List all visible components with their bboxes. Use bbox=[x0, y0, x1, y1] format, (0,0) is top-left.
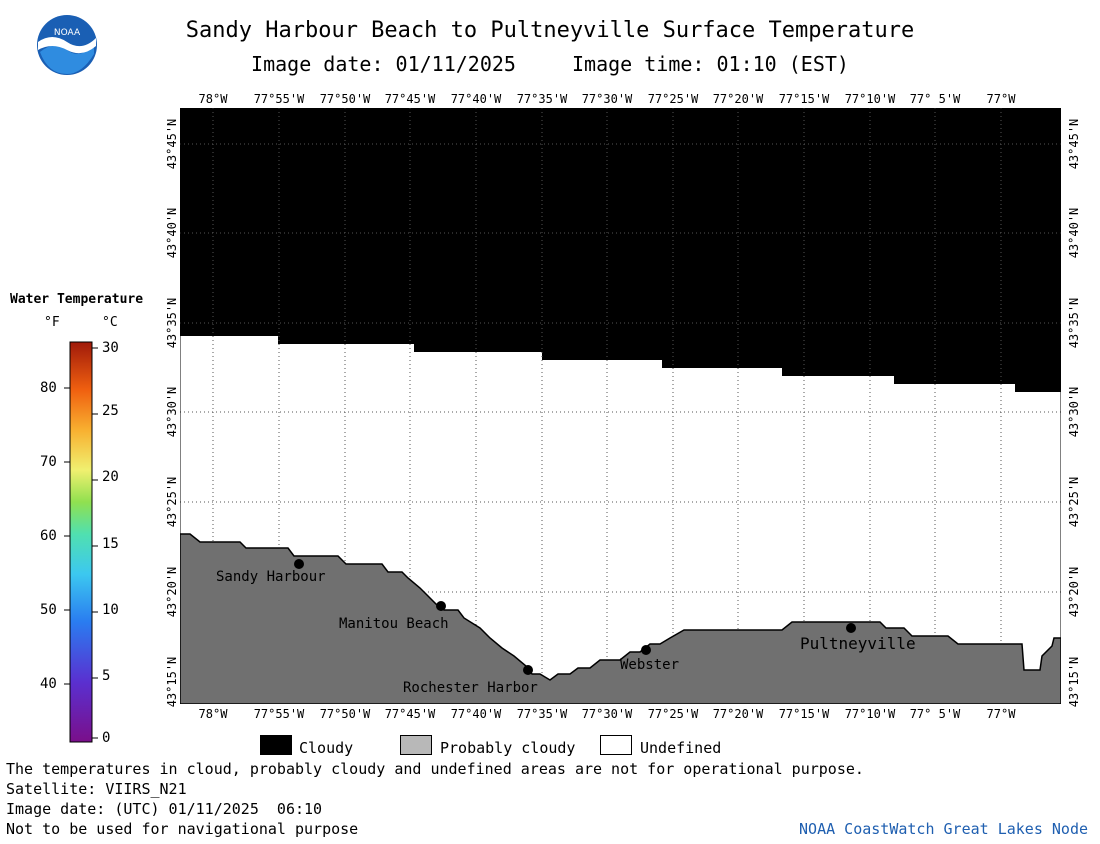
f-tick: 60 bbox=[40, 528, 57, 544]
lat-label-right: 43°20'N bbox=[1067, 566, 1081, 618]
lat-label-right: 43°40'N bbox=[1067, 207, 1081, 259]
lon-label-top: 77°35'W bbox=[516, 92, 568, 106]
lon-label-top: 77°10'W bbox=[844, 92, 896, 106]
lat-label-left: 43°15'N bbox=[165, 656, 179, 708]
lon-label-bottom: 77°45'W bbox=[384, 707, 436, 721]
cloudy-swatch bbox=[260, 735, 292, 755]
image-time: Image time: 01:10 (EST) bbox=[572, 52, 849, 76]
satellite-info: Satellite: VIIRS_N21 bbox=[6, 780, 187, 798]
lon-label-bottom: 77°15'W bbox=[778, 707, 830, 721]
lon-label-bottom: 77°10'W bbox=[844, 707, 896, 721]
marker-pultneyville bbox=[846, 623, 856, 633]
marker-manitou-beach bbox=[436, 601, 446, 611]
f-tick: 40 bbox=[40, 676, 57, 692]
navigation-warning: Not to be used for navigational purpose bbox=[6, 820, 359, 838]
place-label: Sandy Harbour bbox=[216, 569, 326, 585]
color-scale-bar bbox=[64, 341, 98, 743]
marker-sandy-harbour bbox=[294, 559, 304, 569]
disclaimer: The temperatures in cloud, probably clou… bbox=[6, 760, 864, 778]
cloudy-key-label: Cloudy bbox=[299, 739, 354, 757]
c-tick: 30 bbox=[102, 340, 119, 356]
lon-label-bottom: 77°55'W bbox=[253, 707, 305, 721]
legend-title: Water Temperature bbox=[10, 292, 144, 307]
lon-label-top: 77°40'W bbox=[450, 92, 502, 106]
unit-celsius: °C bbox=[102, 315, 118, 330]
unit-fahrenheit: °F bbox=[44, 315, 60, 330]
temperature-map bbox=[180, 108, 1061, 704]
image-subtitle: Image date: 01/11/2025 Image time: 01:10… bbox=[0, 52, 1100, 76]
c-tick: 25 bbox=[102, 403, 119, 419]
c-tick: 10 bbox=[102, 602, 119, 618]
lat-label-left: 43°45'N bbox=[165, 118, 179, 170]
marker-webster bbox=[641, 645, 651, 655]
place-label: Pultneyville bbox=[800, 634, 916, 653]
lat-label-right: 43°45'N bbox=[1067, 118, 1081, 170]
lon-label-bottom: 77°20'W bbox=[712, 707, 764, 721]
f-tick: 80 bbox=[40, 380, 57, 396]
lat-label-left: 43°35'N bbox=[165, 297, 179, 349]
lon-label-bottom: 77°25'W bbox=[647, 707, 699, 721]
lat-label-left: 43°30'N bbox=[165, 386, 179, 438]
probably-cloudy-swatch bbox=[400, 735, 432, 755]
lon-label-top: 77° 5'W bbox=[909, 92, 961, 106]
noaa-logo: NOAA bbox=[36, 14, 98, 76]
f-tick: 50 bbox=[40, 602, 57, 618]
image-date: Image date: 01/11/2025 bbox=[251, 52, 516, 76]
cloudy-area bbox=[180, 108, 1061, 392]
c-tick: 5 bbox=[102, 668, 111, 684]
undefined-key-label: Undefined bbox=[640, 739, 722, 757]
lon-label-bottom: 77°30'W bbox=[581, 707, 633, 721]
c-tick: 0 bbox=[102, 730, 111, 746]
utc-image-date: Image date: (UTC) 01/11/2025 06:10 bbox=[6, 800, 323, 818]
lon-label-bottom: 77°35'W bbox=[516, 707, 568, 721]
lon-label-bottom: 77° 5'W bbox=[909, 707, 961, 721]
lon-label-bottom: 78°W bbox=[198, 707, 228, 721]
lon-label-top: 78°W bbox=[198, 92, 228, 106]
lon-label-top: 77°25'W bbox=[647, 92, 699, 106]
lat-label-right: 43°25'N bbox=[1067, 476, 1081, 528]
lat-label-right: 43°30'N bbox=[1067, 386, 1081, 438]
c-tick: 20 bbox=[102, 469, 119, 485]
credit-link[interactable]: NOAA CoastWatch Great Lakes Node bbox=[799, 820, 1088, 838]
marker-rochester-harbor bbox=[523, 665, 533, 675]
place-markers bbox=[294, 559, 856, 675]
lon-label-top: 77°15'W bbox=[778, 92, 830, 106]
lat-label-left: 43°20'N bbox=[165, 566, 179, 618]
lon-label-top: 77°30'W bbox=[581, 92, 633, 106]
f-tick: 70 bbox=[40, 454, 57, 470]
lat-label-right: 43°15'N bbox=[1067, 656, 1081, 708]
place-label: Webster bbox=[620, 657, 680, 673]
land-area bbox=[180, 533, 1061, 704]
lon-label-bottom: 77°W bbox=[986, 707, 1016, 721]
lon-label-bottom: 77°40'W bbox=[450, 707, 502, 721]
lon-label-bottom: 77°50'W bbox=[319, 707, 371, 721]
lon-label-top: 77°20'W bbox=[712, 92, 764, 106]
lon-label-top: 77°50'W bbox=[319, 92, 371, 106]
lon-label-top: 77°W bbox=[986, 92, 1016, 106]
page-title: Sandy Harbour Beach to Pultneyville Surf… bbox=[185, 18, 915, 43]
noaa-logo-text: NOAA bbox=[54, 28, 81, 38]
probably-cloudy-key-label: Probably cloudy bbox=[440, 739, 576, 757]
lat-label-left: 43°25'N bbox=[165, 476, 179, 528]
c-tick: 15 bbox=[102, 536, 119, 552]
lat-label-left: 43°40'N bbox=[165, 207, 179, 259]
lat-label-right: 43°35'N bbox=[1067, 297, 1081, 349]
place-label: Manitou Beach bbox=[339, 616, 449, 632]
lon-label-top: 77°45'W bbox=[384, 92, 436, 106]
place-label: Rochester Harbor bbox=[403, 680, 538, 696]
lon-label-top: 77°55'W bbox=[253, 92, 305, 106]
undefined-swatch bbox=[600, 735, 632, 755]
